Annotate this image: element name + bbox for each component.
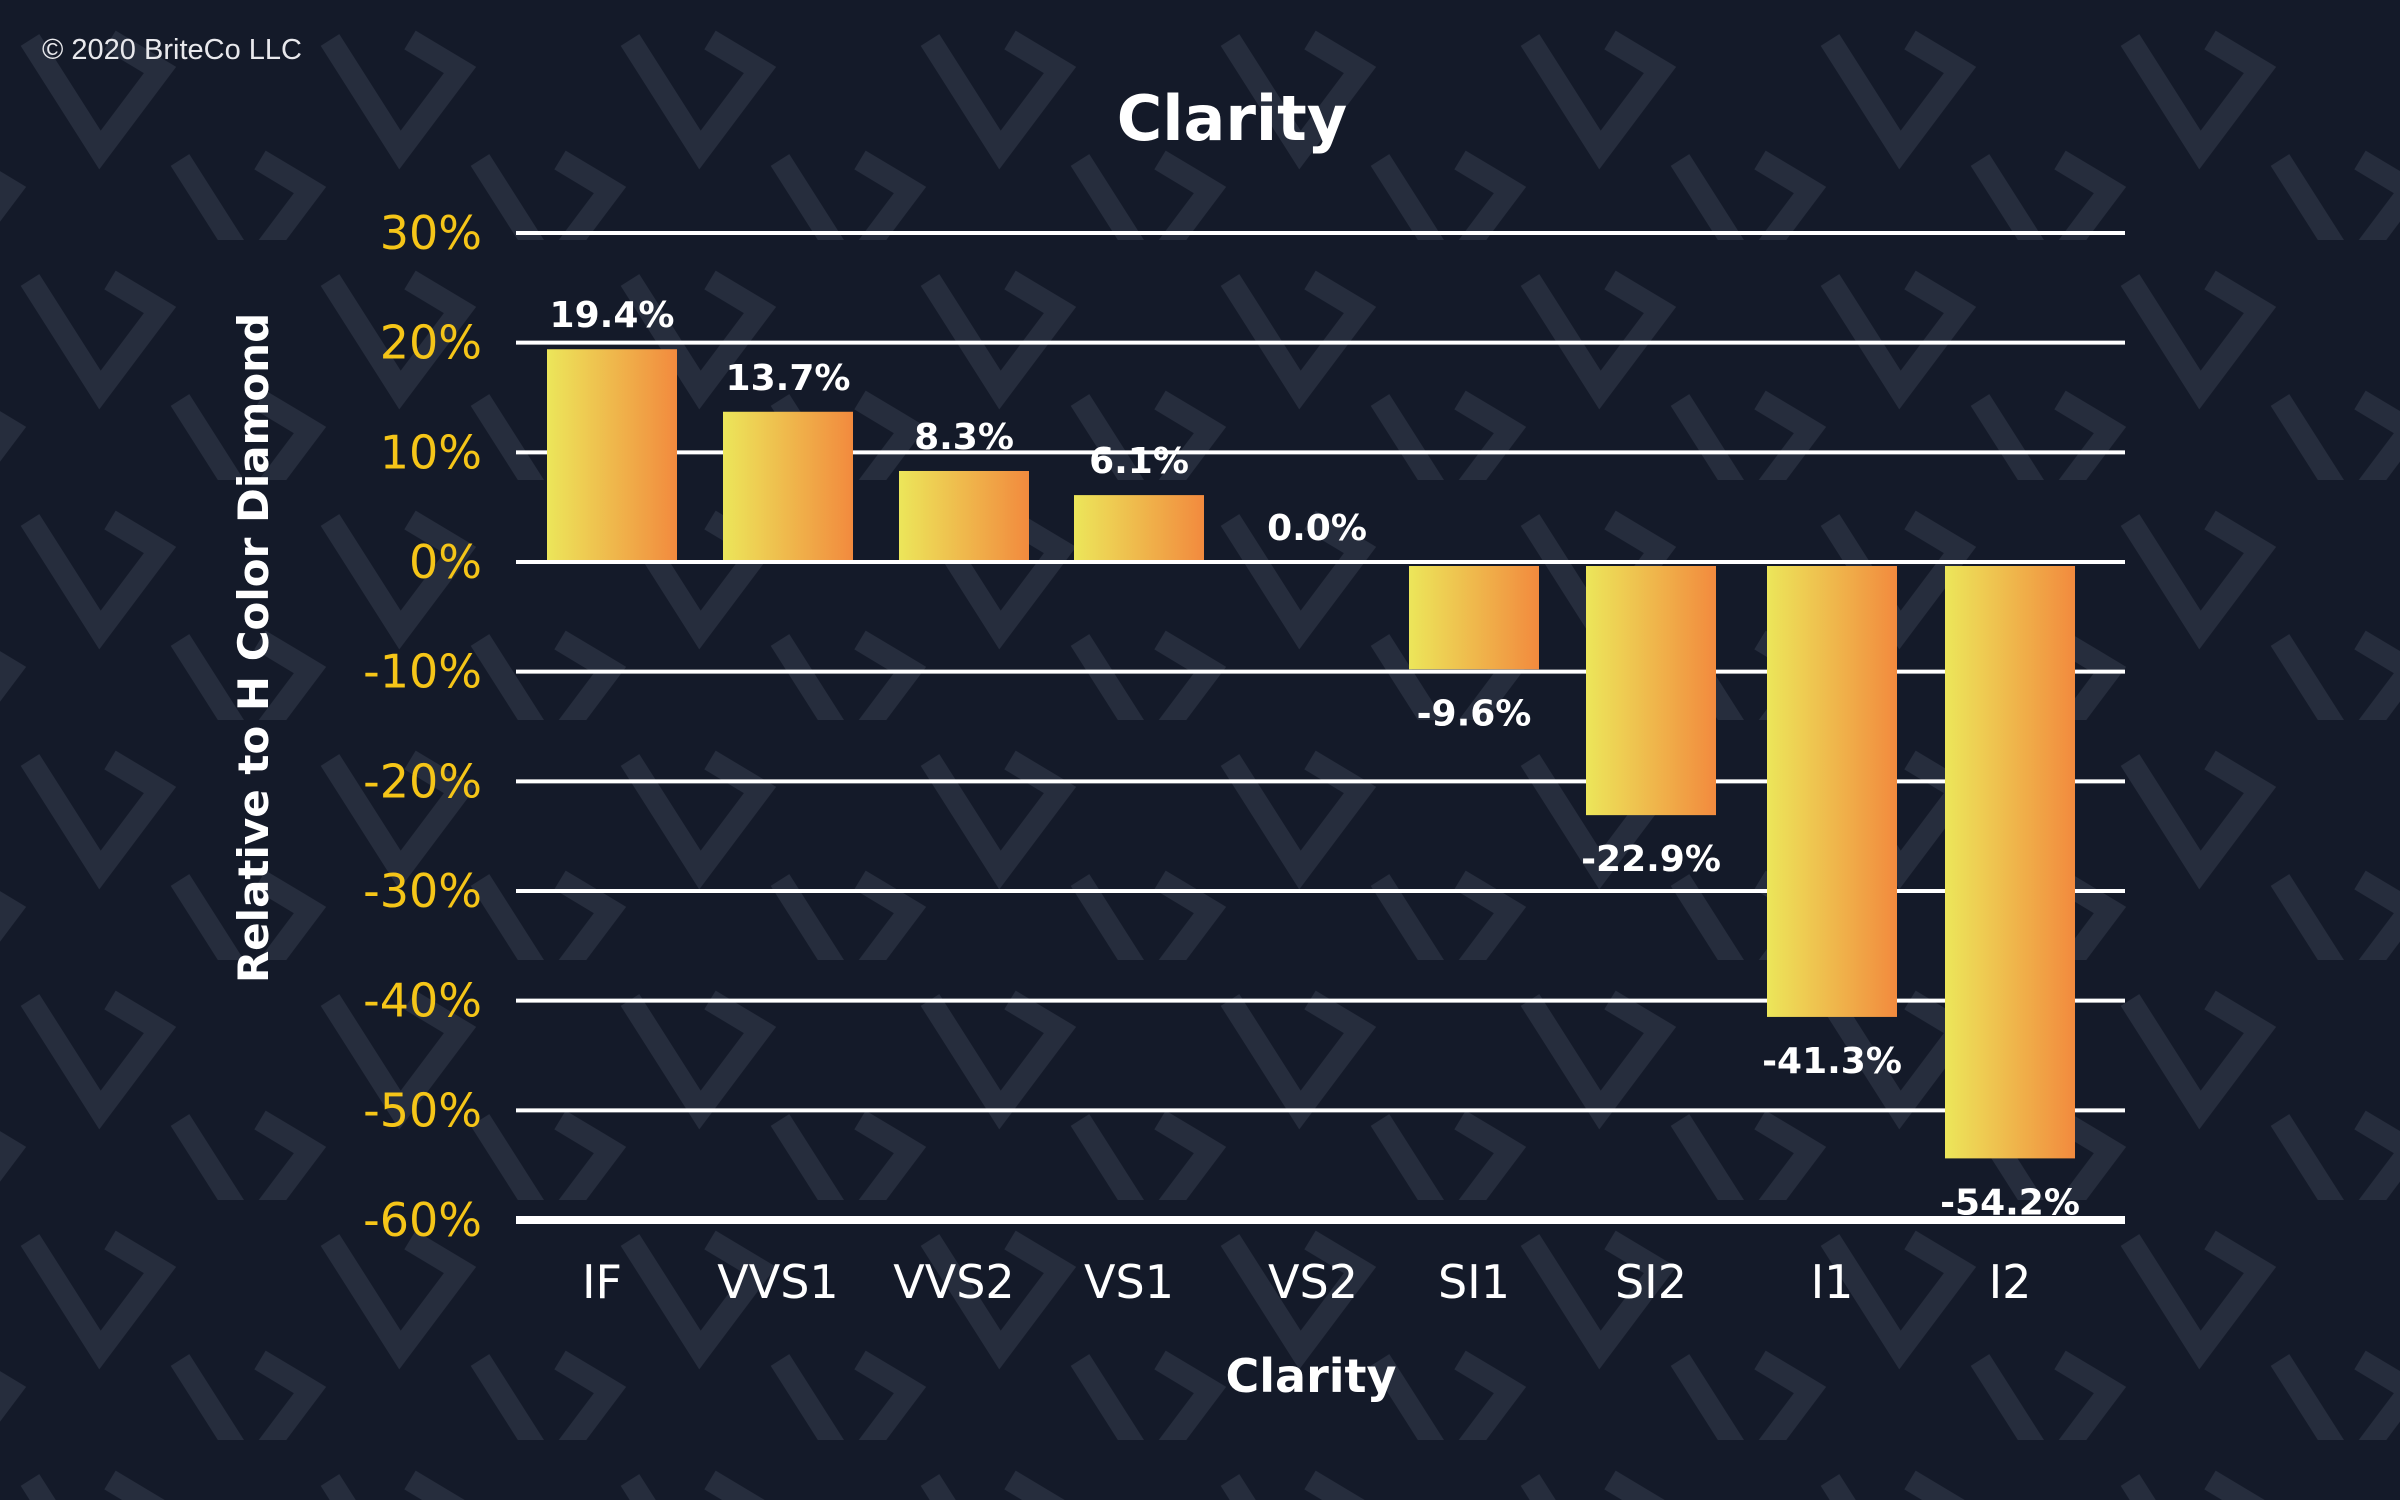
bar-si2: [1586, 566, 1716, 816]
bar-vs1: [1074, 495, 1204, 560]
copyright-text: © 2020 BriteCo LLC: [42, 34, 302, 66]
bar-vvs2: [899, 470, 1029, 560]
y-tick-label: 10%: [380, 425, 482, 479]
y-tick-label: -20%: [363, 754, 482, 808]
chart-title: Clarity: [1117, 82, 1347, 155]
x-tick-label: VVS1: [717, 1255, 838, 1309]
y-tick-label: 30%: [380, 206, 482, 260]
data-label: -54.2%: [1940, 1182, 2080, 1223]
bar-vvs1: [723, 411, 853, 560]
y-tick-label: 20%: [380, 316, 482, 370]
x-tick-label: VS2: [1268, 1255, 1358, 1309]
data-label: -41.3%: [1762, 1041, 1902, 1082]
x-tick-label: SI1: [1438, 1255, 1510, 1309]
data-label: 6.1%: [1089, 441, 1189, 482]
x-tick-label: IF: [582, 1255, 622, 1309]
y-axis-title: Relative to H Color Diamond: [229, 313, 278, 983]
x-tick-label: SI2: [1615, 1255, 1687, 1309]
x-axis-title: Clarity: [1226, 1349, 1397, 1403]
data-label: 19.4%: [550, 295, 675, 336]
bar-if: [547, 349, 677, 560]
bar-i1: [1767, 566, 1897, 1017]
data-label: -22.9%: [1581, 839, 1721, 880]
x-tick-label: I1: [1811, 1255, 1854, 1309]
y-tick-label: -40%: [363, 974, 482, 1028]
y-tick-label: -60%: [363, 1193, 482, 1247]
bar-i2: [1945, 566, 2075, 1159]
data-label: 13.7%: [726, 358, 851, 399]
data-label: 8.3%: [914, 417, 1014, 458]
data-label: -9.6%: [1417, 693, 1532, 734]
x-tick-label: I2: [1989, 1255, 2032, 1309]
y-tick-label: -50%: [363, 1083, 482, 1137]
y-tick-label: -30%: [363, 864, 482, 918]
x-tick-label: VVS2: [893, 1255, 1014, 1309]
y-tick-label: -10%: [363, 645, 482, 699]
data-label: 0.0%: [1267, 508, 1367, 549]
y-tick-label: 0%: [409, 535, 482, 589]
bar-si1: [1409, 566, 1539, 670]
x-tick-label: VS1: [1084, 1255, 1174, 1309]
